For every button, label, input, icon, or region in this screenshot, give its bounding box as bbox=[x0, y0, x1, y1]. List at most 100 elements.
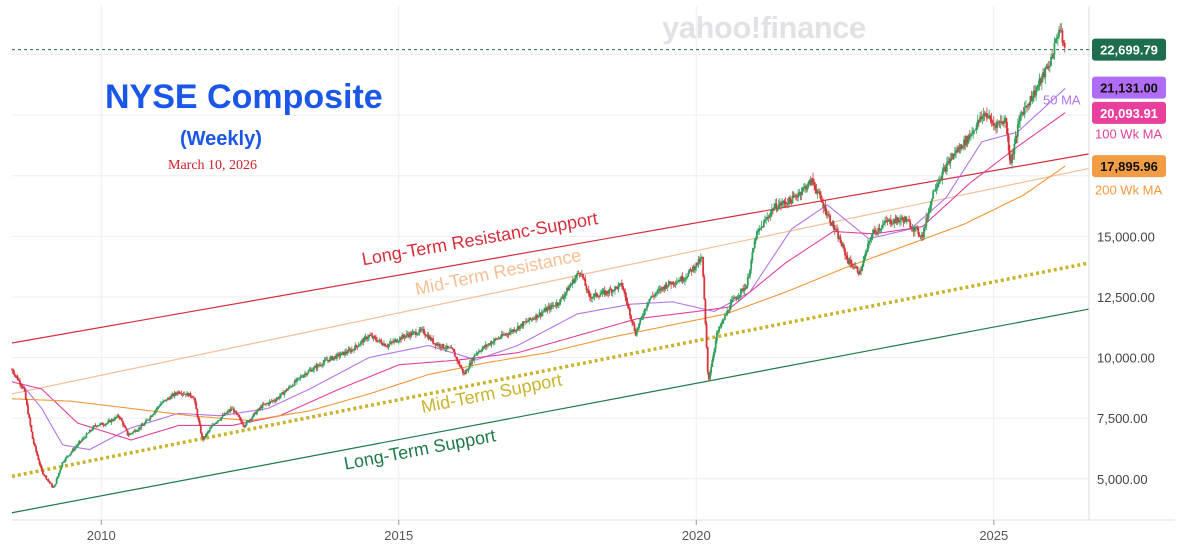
candle-body bbox=[468, 362, 471, 369]
ma-label: 200 Wk MA bbox=[1095, 182, 1163, 197]
candle-body bbox=[492, 341, 495, 344]
candle-body bbox=[596, 296, 599, 297]
candle-body bbox=[268, 401, 271, 405]
candle-body bbox=[770, 209, 773, 213]
candle-body bbox=[845, 255, 848, 257]
candle-body bbox=[544, 308, 547, 312]
candle-body bbox=[688, 269, 691, 273]
candle-body bbox=[642, 314, 645, 317]
candle-body bbox=[439, 344, 441, 348]
candle-body bbox=[312, 369, 314, 372]
candle-body bbox=[551, 305, 554, 307]
candle-body bbox=[43, 474, 45, 476]
price-label-box bbox=[1092, 101, 1166, 124]
candle-body bbox=[907, 219, 909, 221]
candle-body bbox=[100, 422, 103, 424]
candle-body bbox=[117, 415, 120, 417]
candle-body bbox=[156, 407, 159, 410]
candle-body bbox=[766, 216, 769, 220]
candle-body bbox=[667, 281, 670, 286]
candle-body bbox=[291, 385, 294, 387]
candle-body bbox=[743, 288, 746, 291]
candle-body bbox=[141, 424, 144, 426]
candle-body bbox=[128, 433, 131, 436]
candle-body bbox=[56, 476, 59, 479]
candle-body bbox=[369, 335, 372, 336]
candle-body bbox=[348, 349, 351, 351]
candle-body bbox=[450, 347, 453, 349]
candle-body bbox=[941, 171, 944, 180]
candle-body bbox=[1047, 66, 1050, 68]
candle-body bbox=[804, 186, 806, 188]
candle-body bbox=[633, 324, 636, 331]
candle-body bbox=[238, 416, 241, 419]
candle-body bbox=[274, 400, 277, 402]
candle-body bbox=[190, 396, 193, 398]
candle-body bbox=[735, 298, 738, 299]
candle-body bbox=[820, 194, 822, 200]
candle-body bbox=[72, 449, 75, 451]
candle-body bbox=[526, 321, 528, 323]
candle-body bbox=[277, 397, 280, 399]
candle-body bbox=[663, 287, 666, 290]
candle-body bbox=[1002, 123, 1004, 125]
candle-body bbox=[322, 362, 325, 366]
candle-body bbox=[98, 425, 100, 427]
candle-body bbox=[616, 286, 619, 289]
candle-body bbox=[610, 289, 613, 293]
candle-body bbox=[250, 419, 253, 421]
candle-body bbox=[837, 231, 840, 240]
candle-body bbox=[965, 136, 968, 146]
candle-body bbox=[471, 358, 473, 365]
candle-body bbox=[867, 243, 869, 251]
candle-body bbox=[595, 292, 598, 297]
candle-body bbox=[1048, 65, 1051, 67]
candle-body bbox=[484, 344, 487, 348]
candle-body bbox=[508, 332, 511, 335]
candle-body bbox=[260, 406, 263, 408]
candle-body bbox=[847, 259, 850, 264]
candle-body bbox=[1042, 72, 1044, 77]
candle-body bbox=[159, 403, 162, 406]
candle-body bbox=[765, 219, 767, 221]
candle-body bbox=[851, 263, 853, 267]
candle-body bbox=[313, 367, 315, 370]
candle-body bbox=[788, 197, 790, 205]
candle-body bbox=[746, 277, 749, 286]
candle-body bbox=[802, 187, 805, 189]
candle-body bbox=[903, 217, 906, 223]
candle-body bbox=[967, 135, 970, 143]
candle-body bbox=[756, 231, 758, 239]
candle-body bbox=[302, 374, 305, 377]
candle-body bbox=[118, 416, 121, 418]
candle-body bbox=[158, 405, 161, 407]
candle-body bbox=[810, 178, 813, 185]
candle-body bbox=[148, 419, 151, 420]
candle-body bbox=[733, 297, 735, 299]
trend-line bbox=[11, 153, 1090, 344]
candle-body bbox=[1037, 84, 1040, 87]
candle-body bbox=[177, 391, 179, 394]
candle-body bbox=[382, 343, 385, 346]
candle-body bbox=[412, 331, 415, 333]
candle-body bbox=[836, 229, 838, 232]
candle-body bbox=[809, 179, 812, 185]
candle-body bbox=[460, 367, 463, 369]
candle-body bbox=[649, 297, 652, 300]
candle-body bbox=[286, 388, 289, 391]
candle-body bbox=[364, 336, 367, 338]
candle-body bbox=[674, 283, 677, 285]
candle-body bbox=[745, 285, 748, 289]
candle-body bbox=[615, 286, 618, 288]
candle-body bbox=[570, 283, 573, 286]
candle-body bbox=[653, 295, 655, 297]
candle-body bbox=[1032, 90, 1035, 98]
candle-body bbox=[44, 475, 47, 477]
price-label-text: 20,093.91 bbox=[1100, 106, 1158, 121]
y-tick-label: 7,500.00 bbox=[1097, 411, 1148, 426]
candle-body bbox=[830, 222, 833, 226]
candle-body bbox=[518, 326, 520, 329]
candle-body bbox=[531, 318, 534, 320]
candle-body bbox=[86, 433, 89, 435]
candle-body bbox=[761, 226, 764, 228]
